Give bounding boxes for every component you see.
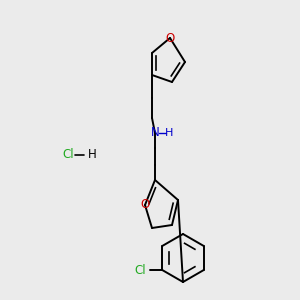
Text: O: O: [165, 32, 175, 44]
Text: H: H: [88, 148, 97, 161]
Text: Cl: Cl: [134, 263, 146, 277]
Text: H: H: [165, 128, 173, 138]
Text: N: N: [151, 127, 159, 140]
Text: Cl: Cl: [62, 148, 74, 161]
Text: O: O: [140, 199, 150, 212]
